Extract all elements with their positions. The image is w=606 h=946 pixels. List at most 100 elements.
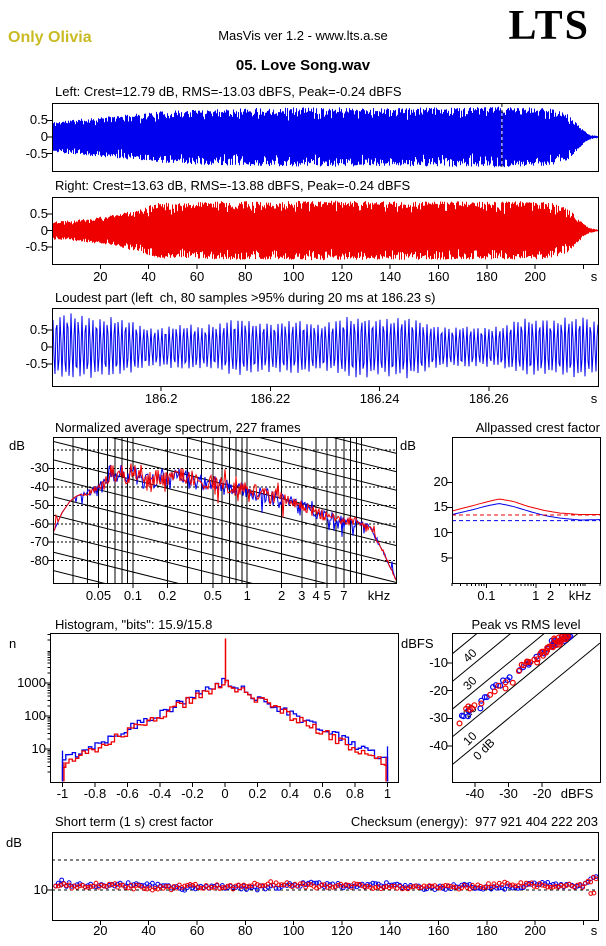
tick-label: -40 <box>30 478 49 494</box>
tick-label: 100 <box>282 269 305 284</box>
tick-label: 15 <box>433 499 448 515</box>
shortterm-y-unit: dB <box>6 835 22 850</box>
tick-label: kHz <box>367 588 391 603</box>
tick-label: 5 <box>440 549 448 565</box>
tick-label: 100 <box>282 923 305 938</box>
app-version: MasVis ver 1.2 - www.lts.a.se <box>218 28 388 43</box>
tick-label: -40 <box>429 738 448 754</box>
tick-label: 140 <box>379 923 402 938</box>
histogram-y-unit: n <box>9 636 17 651</box>
shortterm-title: Short term (1 s) crest factor <box>55 814 214 829</box>
spectrum-curve <box>53 463 396 581</box>
tick-label: -50 <box>30 497 49 513</box>
right-channel-stats: Right: Crest=13.63 dB, RMS=-13.88 dBFS, … <box>55 178 411 193</box>
page-title: 05. Love Song.wav <box>235 57 371 74</box>
spectrum-curve <box>53 464 396 580</box>
allpass-axes <box>447 437 601 588</box>
tick-label: s <box>590 923 598 938</box>
tick-label: 140 <box>379 269 402 284</box>
spectrum-y-unit: dB <box>9 438 25 453</box>
tick-label: 20 <box>433 474 448 490</box>
shortterm-axes <box>47 832 599 925</box>
tick-label: 0.2 <box>158 588 177 603</box>
tick-label: 60 <box>189 269 205 284</box>
tick-label: 40 <box>141 269 156 284</box>
checksum-label: Checksum (energy): <box>350 814 468 829</box>
tick-label: 0.1 <box>477 588 496 603</box>
tick-label: -0.4 <box>148 786 172 801</box>
tick-label: 0.6 <box>313 786 332 801</box>
tick-label: 180 <box>476 923 498 938</box>
tick-label: 0.5 <box>29 322 48 338</box>
tick-label: -0.2 <box>181 786 204 801</box>
loudest-part-title: Loudest part (left ch, 80 samples >95% d… <box>55 290 436 305</box>
tick-label: -1 <box>56 786 69 801</box>
spectrum-title: Normalized average spectrum, 227 frames <box>55 420 301 435</box>
spectrum-axes <box>48 437 397 588</box>
tick-label: 3 <box>298 588 306 603</box>
tick-label: -0.5 <box>25 238 48 254</box>
tick-label: 0.2 <box>248 786 267 801</box>
tick-label: -80 <box>30 552 49 568</box>
tick-label: 7 <box>340 588 348 603</box>
tick-label: s <box>590 269 598 284</box>
allpass-title: Allpassed crest factor <box>475 420 600 435</box>
histogram-axes <box>45 633 399 787</box>
tick-label: 2 <box>547 588 555 603</box>
tick-label: 4 <box>312 588 320 603</box>
tick-label: 0.5 <box>29 112 48 128</box>
peak-rms-y-unit: dBFS <box>401 636 434 651</box>
tick-label: 0.8 <box>345 786 365 801</box>
allpass-chart <box>452 498 600 522</box>
tick-label: -0.5 <box>25 355 48 371</box>
tick-label: -40 <box>465 786 485 801</box>
svg-text:40: 40 <box>460 646 480 666</box>
tick-label: 0 <box>221 786 229 801</box>
tick-label: 10 <box>31 741 46 756</box>
tick-label: 0 <box>40 129 48 144</box>
tick-label: 1000 <box>17 675 46 690</box>
tick-label: 1 <box>383 786 392 801</box>
histogram-chart <box>61 638 389 782</box>
loudest-part-chart <box>52 313 598 379</box>
tick-label: 120 <box>331 269 353 284</box>
tick-label: 186.24 <box>359 391 400 406</box>
loudest-part-axes <box>47 308 599 391</box>
tick-label: 186.26 <box>468 391 509 406</box>
tick-label: 0.5 <box>203 588 222 603</box>
tick-label: 186.2 <box>144 391 178 406</box>
tick-label: 0.05 <box>85 588 112 603</box>
tick-label: -30 <box>499 786 518 801</box>
tick-label: 160 <box>427 269 450 284</box>
tick-label: dBFS <box>560 786 594 801</box>
tick-label: 0 <box>40 222 48 238</box>
tick-label: 0.1 <box>123 588 142 603</box>
watermark: Only Olivia <box>8 29 92 46</box>
checksum: Checksum (energy): 977 921 404 222 203 <box>351 814 598 829</box>
checksum-value: 977 921 404 222 203 <box>475 814 598 829</box>
tick-label: 80 <box>238 923 253 938</box>
spectrum-grid <box>53 437 396 583</box>
histogram-title: Histogram, "bits": 15.9/15.8 <box>55 617 213 632</box>
tick-label: 200 <box>524 923 547 938</box>
tick-label: 200 <box>524 269 547 284</box>
tick-label: 40 <box>141 923 156 938</box>
tick-label: 10 <box>33 881 48 897</box>
lts-logo: LTS <box>508 3 590 49</box>
left-waveform-chart <box>47 103 599 172</box>
shortterm-chart <box>52 859 598 896</box>
tick-label: 180 <box>476 269 498 284</box>
svg-text:30: 30 <box>460 673 480 693</box>
peak-rms-title: Peak vs RMS level <box>471 617 581 632</box>
tick-label: 60 <box>189 923 205 938</box>
tick-label: -0.5 <box>25 145 48 161</box>
tick-label: 1 <box>532 588 540 603</box>
tick-label: -20 <box>429 682 448 698</box>
tick-label: 10 <box>433 524 448 540</box>
tick-label: 5 <box>323 588 331 603</box>
tick-label: 0 <box>40 339 48 354</box>
tick-label: 100 <box>24 708 46 723</box>
